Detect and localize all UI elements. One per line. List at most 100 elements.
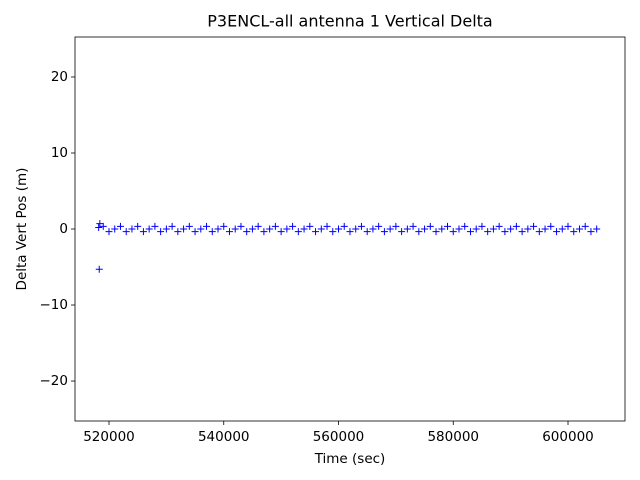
- point: [581, 222, 589, 230]
- point: [518, 228, 526, 236]
- point: [530, 222, 538, 230]
- point: [266, 225, 274, 233]
- point: [111, 225, 119, 233]
- point: [208, 228, 216, 236]
- point: [369, 225, 377, 233]
- point: [352, 225, 360, 233]
- point: [403, 225, 411, 233]
- x-tick-label: 520000: [83, 429, 135, 445]
- point: [340, 222, 348, 230]
- point: [398, 228, 406, 236]
- point: [409, 222, 417, 230]
- point: [248, 225, 256, 233]
- point: [99, 222, 107, 230]
- y-tick-label: −20: [40, 373, 69, 389]
- point: [312, 228, 320, 236]
- x-tick-label: 580000: [427, 429, 479, 445]
- point: [380, 228, 388, 236]
- point: [145, 225, 153, 233]
- point: [575, 225, 583, 233]
- point: [507, 225, 515, 233]
- point: [449, 228, 457, 236]
- point: [570, 228, 578, 236]
- point: [306, 222, 314, 230]
- point: [157, 228, 165, 236]
- point: [547, 222, 555, 230]
- point: [334, 225, 342, 233]
- y-tick-label: −10: [40, 297, 69, 313]
- point: [317, 225, 325, 233]
- point: [174, 228, 182, 236]
- point: [357, 222, 365, 230]
- point: [329, 228, 337, 236]
- point: [541, 225, 549, 233]
- point: [191, 228, 199, 236]
- point: [386, 225, 394, 233]
- point: [105, 228, 113, 236]
- point: [260, 228, 268, 236]
- point: [495, 222, 503, 230]
- y-axis-label: Delta Vert Pos (m): [14, 168, 30, 291]
- point: [461, 222, 469, 230]
- point: [300, 225, 308, 233]
- point: [277, 228, 285, 236]
- point: [466, 228, 474, 236]
- point: [95, 265, 103, 273]
- point: [489, 225, 497, 233]
- x-tick-label: 600000: [542, 429, 594, 445]
- point: [346, 228, 354, 236]
- point: [197, 225, 205, 233]
- point: [323, 222, 331, 230]
- point: [455, 225, 463, 233]
- point: [203, 222, 211, 230]
- point: [524, 225, 532, 233]
- point: [558, 225, 566, 233]
- point: [587, 228, 595, 236]
- point: [478, 222, 486, 230]
- point: [432, 228, 440, 236]
- point: [426, 222, 434, 230]
- point: [553, 228, 561, 236]
- point: [512, 222, 520, 230]
- point: [231, 225, 239, 233]
- point: [375, 222, 383, 230]
- y-tick-label: 10: [51, 145, 68, 161]
- point: [294, 228, 302, 236]
- point: [95, 223, 103, 231]
- point: [501, 228, 509, 236]
- point: [254, 222, 262, 230]
- point: [438, 225, 446, 233]
- point: [415, 228, 423, 236]
- point: [363, 228, 371, 236]
- point: [151, 222, 159, 230]
- point: [214, 225, 222, 233]
- point: [535, 228, 543, 236]
- point: [289, 222, 297, 230]
- x-axis-label: Time (sec): [314, 451, 386, 467]
- point: [122, 228, 130, 236]
- point: [472, 225, 480, 233]
- point: [444, 222, 452, 230]
- point: [162, 225, 170, 233]
- point: [392, 222, 400, 230]
- point: [484, 228, 492, 236]
- point: [421, 225, 429, 233]
- point: [168, 222, 176, 230]
- x-tick-label: 540000: [198, 429, 250, 445]
- point: [134, 222, 142, 230]
- point: [237, 222, 245, 230]
- x-tick-label: 560000: [313, 429, 365, 445]
- point: [283, 225, 291, 233]
- point: [180, 225, 188, 233]
- point: [593, 225, 601, 233]
- point: [139, 228, 147, 236]
- point: [185, 222, 193, 230]
- point: [564, 222, 572, 230]
- point: [225, 228, 233, 236]
- y-tick-label: 0: [59, 221, 68, 237]
- point: [220, 222, 228, 230]
- point: [243, 228, 251, 236]
- point: [271, 222, 279, 230]
- chart-title: P3ENCL-all antenna 1 Vertical Delta: [207, 12, 492, 31]
